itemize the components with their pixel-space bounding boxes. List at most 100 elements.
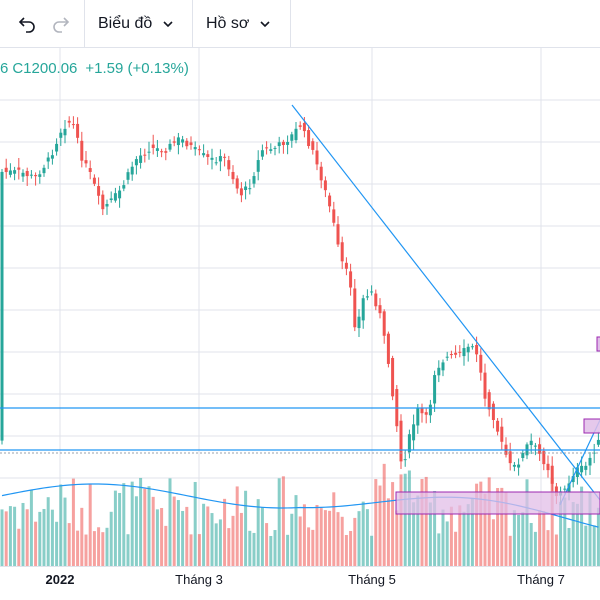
candle-body <box>290 134 294 141</box>
volume-bar <box>437 533 441 566</box>
trendline <box>291 104 600 501</box>
volume-bar <box>441 509 445 566</box>
candle-body <box>265 147 269 149</box>
volume-bar <box>365 509 369 566</box>
volume-bar <box>160 507 164 566</box>
volume-bar <box>529 522 533 566</box>
volume-bar <box>260 507 264 566</box>
candle-body <box>172 141 176 143</box>
volume-bar <box>361 501 365 566</box>
volume-bar <box>349 530 353 566</box>
volume-bar <box>315 505 319 566</box>
volume-bar <box>328 510 332 566</box>
candle-body <box>164 151 168 153</box>
candle-body <box>571 476 575 483</box>
volume-bar <box>403 473 407 566</box>
candle-body <box>256 160 260 172</box>
volume-bar <box>281 476 285 566</box>
volume-bar <box>273 530 277 566</box>
volume-bar <box>252 532 256 566</box>
candle-body <box>4 167 8 173</box>
candle-body <box>550 465 554 484</box>
candle-body <box>479 354 483 373</box>
candle-body <box>332 209 336 223</box>
candle-body <box>252 176 256 184</box>
volume-bar <box>164 525 168 566</box>
volume-bar <box>71 478 75 566</box>
candle-body <box>21 172 25 177</box>
volume-bar <box>454 531 458 566</box>
undo-button[interactable] <box>16 8 38 40</box>
volume-bar <box>290 513 294 566</box>
volume-bar <box>21 502 25 566</box>
rectangle-zone <box>583 418 600 434</box>
volume-bar <box>391 482 395 566</box>
volume-bar <box>172 496 176 566</box>
candle-body <box>88 168 92 172</box>
volume-bar <box>508 535 512 566</box>
volume-bar <box>386 498 390 566</box>
volume-bar <box>483 493 487 566</box>
candle-body <box>491 403 495 421</box>
redo-button[interactable] <box>50 8 72 40</box>
candle-body <box>353 288 357 328</box>
volume-bar <box>336 512 340 566</box>
volume-bar <box>382 463 386 566</box>
volume-bar <box>92 531 96 566</box>
time-axis-label: Tháng 5 <box>348 572 396 587</box>
candle-body <box>176 137 180 146</box>
volume-bar <box>265 523 269 566</box>
candle-body <box>483 372 487 399</box>
volume-bar <box>588 491 592 566</box>
candle-body <box>328 195 332 207</box>
volume-bar <box>34 521 38 566</box>
volume-bar <box>8 506 12 566</box>
chart-menu-button[interactable]: Biểu đồ <box>98 8 174 40</box>
volume-bar <box>13 506 17 566</box>
candle-body <box>202 153 206 156</box>
candle-body <box>575 467 579 477</box>
candle-body <box>113 193 117 201</box>
candle-body <box>155 148 159 151</box>
volume-bar <box>521 512 525 566</box>
candle-body <box>496 420 500 432</box>
candle-body <box>218 156 222 162</box>
candle-body <box>378 305 382 314</box>
volume-bar <box>105 527 109 566</box>
volume-bar <box>370 535 374 566</box>
candle-body <box>151 144 155 149</box>
candle-body <box>92 177 96 184</box>
volume-bar <box>475 483 479 566</box>
volume-bar <box>151 496 155 566</box>
candle-body <box>76 123 80 138</box>
volume-bar <box>244 490 248 566</box>
price-chart[interactable] <box>0 48 600 566</box>
candle-body <box>197 149 201 151</box>
candle-body <box>42 167 46 174</box>
candle-body <box>542 451 546 465</box>
volume-bar <box>147 486 151 566</box>
candle-body <box>584 465 588 470</box>
profile-menu-button[interactable]: Hồ sơ <box>206 8 271 40</box>
volume-bar <box>470 497 474 566</box>
volume-bar <box>109 511 113 566</box>
volume-bar <box>596 507 600 566</box>
volume-bar <box>554 534 558 566</box>
candle-body <box>466 346 470 353</box>
candle-body <box>59 132 63 138</box>
rectangle-zone <box>395 491 600 515</box>
candle-body <box>34 175 38 177</box>
candle-body <box>71 124 75 126</box>
volume-bar <box>592 525 596 566</box>
candle-body <box>315 150 319 165</box>
candle-body <box>143 154 147 156</box>
volume-bar <box>538 510 542 566</box>
candle-body <box>517 464 521 468</box>
candle-body <box>239 188 243 196</box>
candle-body <box>244 186 248 191</box>
volume-bar <box>202 503 206 566</box>
volume-bar <box>101 532 105 566</box>
volume-bar <box>378 485 382 566</box>
chart-menu-label: Biểu đồ <box>98 15 153 32</box>
candle-body <box>336 224 340 245</box>
